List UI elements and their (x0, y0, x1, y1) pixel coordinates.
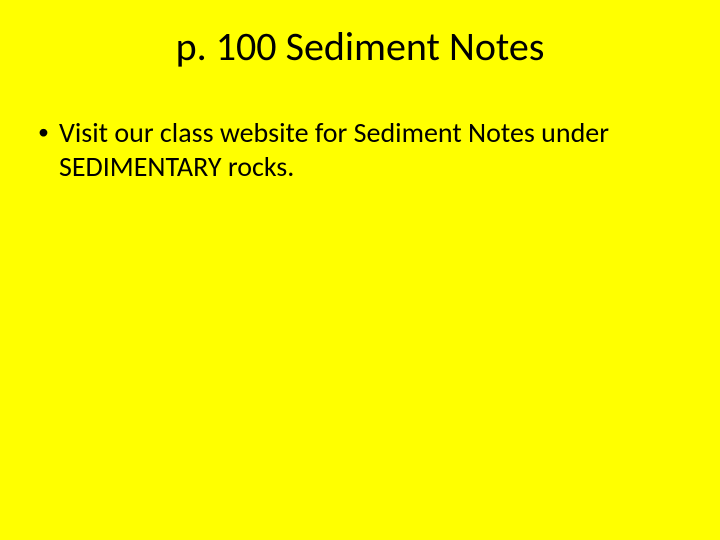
slide-title: p. 100 Sediment Notes (0, 22, 720, 71)
slide-body: • Visit our class website for Sediment N… (38, 116, 660, 183)
slide: p. 100 Sediment Notes • Visit our class … (0, 0, 720, 540)
bullet-marker-icon: • (38, 116, 49, 148)
bullet-text: Visit our class website for Sediment Not… (59, 116, 660, 183)
list-item: • Visit our class website for Sediment N… (38, 116, 660, 183)
